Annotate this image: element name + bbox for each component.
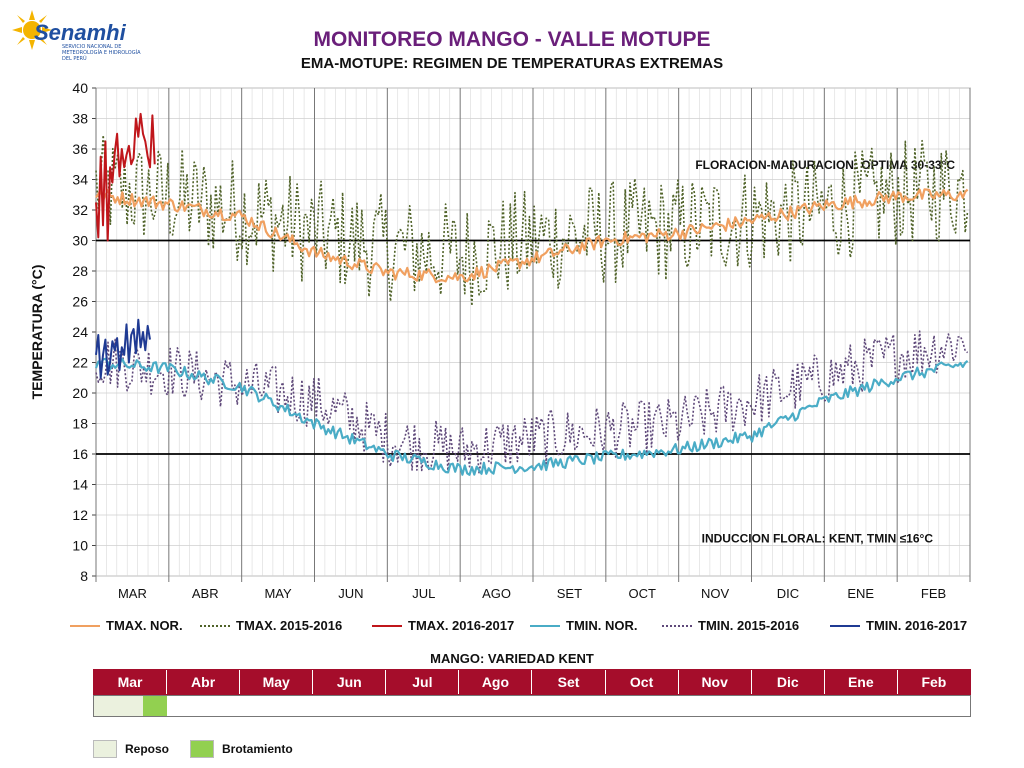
y-tick-label: 38 bbox=[72, 111, 88, 127]
phenology-month-cell: Ago bbox=[459, 670, 533, 694]
legend-label: TMIN. 2016-2017 bbox=[866, 618, 968, 633]
legend-label: TMIN. 2015-2016 bbox=[698, 618, 800, 633]
y-tick-label: 36 bbox=[72, 141, 88, 157]
logo-wordmark: Senamhi bbox=[34, 20, 126, 45]
x-tick-label: JUL bbox=[412, 586, 435, 601]
y-tick-label: 8 bbox=[80, 568, 88, 584]
y-tick-label: 30 bbox=[72, 233, 88, 249]
phenology-month-cell: Feb bbox=[921, 674, 947, 690]
legend-line bbox=[200, 624, 230, 627]
y-tick-label: 18 bbox=[72, 416, 88, 432]
phenology-month-row: Mar Abr May Jun Jul Ago Set Oct Nov Dic Ene Feb bbox=[93, 669, 971, 695]
legend-label: TMIN. NOR. bbox=[566, 618, 638, 633]
series-tmin-2015-2016 bbox=[95, 330, 969, 475]
phenology-month-cell: Jun bbox=[313, 670, 387, 694]
phenology-month-cell: May bbox=[240, 670, 314, 694]
page-title: MONITOREO MANGO - VALLE MOTUPE bbox=[313, 28, 711, 51]
y-tick-label: 26 bbox=[72, 294, 88, 310]
x-tick-label: MAR bbox=[118, 586, 147, 601]
phenology-phase-row bbox=[93, 695, 971, 717]
series-tmin-2016-2017 bbox=[95, 318, 151, 379]
annotation-induccion: INDUCCION FLORAL: KENT, TMIN ≤16°C bbox=[702, 531, 934, 545]
reposo-swatch bbox=[93, 740, 117, 758]
y-tick-label: 12 bbox=[72, 507, 88, 523]
y-tick-label: 22 bbox=[72, 355, 88, 371]
y-tick-label: 32 bbox=[72, 202, 88, 218]
legend-label: TMAX. 2016-2017 bbox=[408, 618, 515, 633]
logo-subtext: SERVICIO NACIONAL DE METEOROLOGÍA E HIDR… bbox=[62, 44, 141, 62]
legend-item: TMAX. NOR. bbox=[70, 618, 183, 633]
phenology-month-cell: Set bbox=[532, 670, 606, 694]
key-brotamiento-label: Brotamiento bbox=[222, 742, 293, 756]
legend-item: TMAX. 2016-2017 bbox=[372, 618, 514, 633]
x-tick-label: NOV bbox=[701, 586, 730, 601]
legend-line bbox=[372, 624, 402, 627]
x-tick-label: ENE bbox=[847, 586, 874, 601]
x-tick-label: AGO bbox=[482, 586, 511, 601]
legend-line bbox=[830, 624, 860, 627]
legend-item: TMIN. NOR. bbox=[530, 618, 638, 633]
series-tmax-2016-2017 bbox=[95, 112, 156, 242]
legend-line bbox=[70, 624, 100, 627]
phenology-month-cell: Jul bbox=[386, 670, 460, 694]
legend-item: TMIN. 2015-2016 bbox=[662, 618, 799, 633]
brotamiento-swatch bbox=[190, 740, 214, 758]
y-axis-label: TEMPERATURA (°C) bbox=[29, 265, 45, 400]
legend-label: TMAX. 2015-2016 bbox=[236, 618, 343, 633]
phase-bar-reposo bbox=[94, 696, 143, 716]
phenology-month-cell: Oct bbox=[606, 670, 679, 694]
phenology-title: MANGO: VARIEDAD KENT bbox=[430, 651, 594, 666]
legend-item: TMAX. 2015-2016 bbox=[200, 618, 342, 633]
y-tick-label: 40 bbox=[72, 80, 88, 96]
x-tick-label: FEB bbox=[921, 586, 946, 601]
y-tick-label: 16 bbox=[72, 446, 88, 462]
chart-legend: TMAX. NOR. TMAX. 2015-2016 TMAX. 2016-2017… bbox=[60, 618, 1000, 638]
legend-line bbox=[662, 624, 692, 627]
legend-label: TMAX. NOR. bbox=[106, 618, 183, 633]
temperature-chart: 8 10 12 14 16 18 20 22 24 26 28 30 32 34 36 38 40 MAR ABR M… bbox=[29, 80, 971, 601]
x-tick-label: SET bbox=[557, 586, 582, 601]
key-brotamiento: Brotamiento bbox=[190, 740, 293, 758]
y-tick-label: 34 bbox=[72, 172, 88, 188]
x-tick-label: OCT bbox=[629, 586, 657, 601]
y-tick-label: 14 bbox=[72, 477, 88, 493]
phenology-month-cell: Ene bbox=[825, 670, 898, 694]
key-reposo: Reposo bbox=[93, 740, 169, 758]
x-tick-label: DIC bbox=[777, 586, 799, 601]
key-reposo-label: Reposo bbox=[125, 742, 170, 756]
x-tick-label: MAY bbox=[264, 586, 292, 601]
phase-bar-brotamiento bbox=[142, 696, 167, 716]
legend-line bbox=[530, 624, 560, 627]
phenology-month-cell: Mar bbox=[94, 670, 168, 694]
legend-item: TMIN. 2016-2017 bbox=[830, 618, 967, 633]
phenology-month-cell: Nov bbox=[679, 670, 752, 694]
y-tick-label: 10 bbox=[72, 538, 88, 554]
phenology-month-cell: Abr bbox=[167, 670, 241, 694]
series-tmin-nor bbox=[94, 357, 969, 476]
y-tick-label: 24 bbox=[72, 324, 88, 340]
x-tick-label: ABR bbox=[192, 586, 219, 601]
series-tmax-nor bbox=[95, 188, 969, 284]
chart-subtitle: EMA-MOTUPE: REGIMEN DE TEMPERATURAS EXTR… bbox=[300, 55, 724, 72]
senamhi-logo: Senamhi SERVICIO NACIONAL DE METEOROLOGÍ… bbox=[12, 8, 142, 62]
phenology-month-cell: Dic bbox=[752, 670, 825, 694]
sun-icon bbox=[12, 10, 52, 50]
y-tick-label: 28 bbox=[72, 263, 88, 279]
x-tick-label: JUN bbox=[338, 586, 363, 601]
y-tick-label: 20 bbox=[72, 385, 88, 401]
